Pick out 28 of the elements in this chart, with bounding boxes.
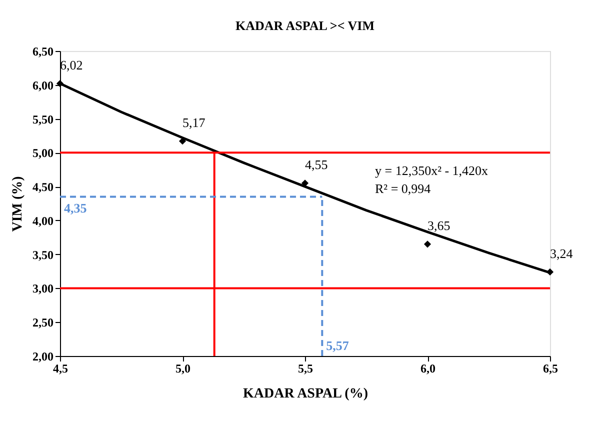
y-tick-label: 4,00	[32, 214, 54, 228]
data-label: 3,24	[550, 246, 574, 261]
y-tick-label: 4,50	[32, 180, 54, 194]
x-tick-label: 6,0	[420, 362, 436, 376]
x-tick-label: 5,5	[298, 362, 313, 376]
y-tick-label: 5,50	[32, 112, 54, 126]
x-tick-label: 4,5	[53, 362, 68, 376]
x-tick-label: 6,5	[543, 362, 558, 376]
point	[424, 240, 432, 248]
y-tick-label: 2,00	[32, 350, 54, 364]
y-tick-label: 3,00	[32, 282, 54, 296]
y-tick-label: 2,50	[32, 316, 54, 330]
x-tick-label: 5,0	[176, 362, 190, 376]
x-axis-title: KADAR ASPAL (%)	[243, 386, 368, 402]
data-label: 3,65	[428, 218, 450, 234]
chart-title: KADAR ASPAL >< VIM	[236, 18, 374, 33]
y-tick-label: 6,00	[32, 78, 54, 92]
data-label: 6,02	[60, 58, 83, 73]
annotation: y = 12,350x² - 1,420x	[375, 163, 489, 178]
annotation: R² = 0,994	[375, 181, 432, 196]
y-tick-label: 5,00	[32, 146, 54, 160]
y-tick-label: 6,50	[32, 44, 54, 58]
y-tick-label: 3,50	[32, 248, 54, 262]
ref-line-label: 4,35	[64, 200, 88, 216]
y-axis-title: VIM (%)	[10, 176, 26, 232]
data-label: 4,55	[305, 157, 328, 172]
ref-line-label: 5,57	[326, 338, 350, 353]
data-label: 5,17	[182, 115, 206, 130]
